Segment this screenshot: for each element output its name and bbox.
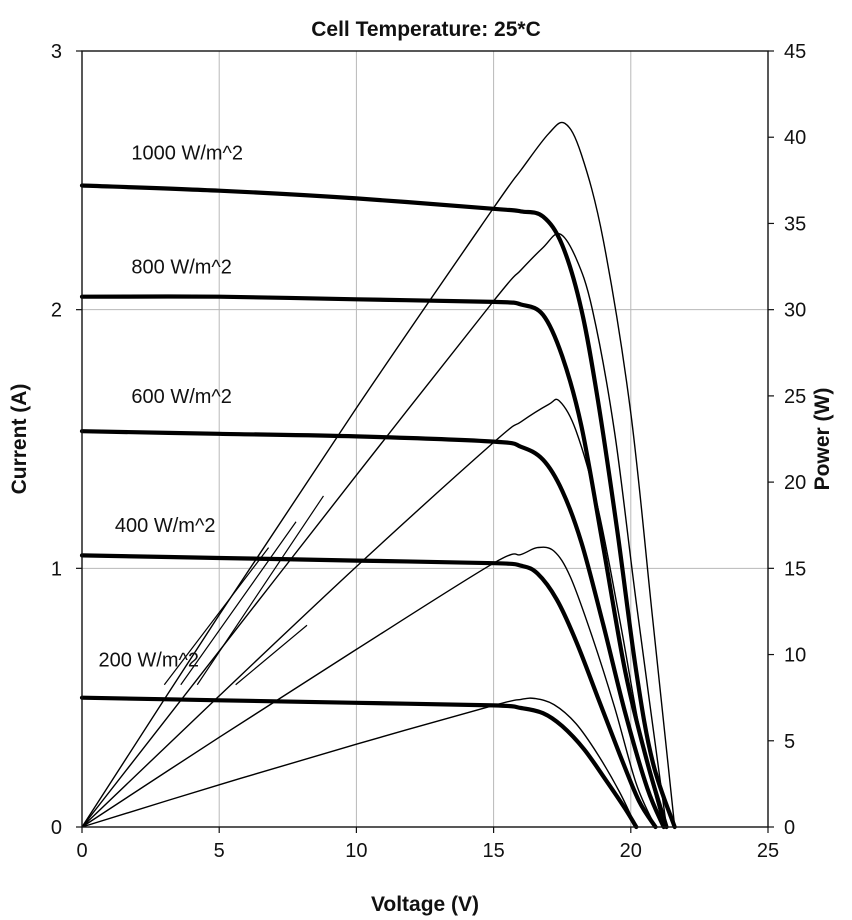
irradiance-label: 800 W/m^2	[131, 256, 232, 278]
power-curve-3	[81, 546, 657, 828]
leader-line	[180, 521, 297, 686]
y2-tick-label: 25	[784, 386, 806, 408]
x-tick-label: 0	[76, 840, 87, 862]
y-tick-label: 3	[51, 41, 62, 63]
x-tick-label: 20	[620, 840, 642, 862]
iv-curve-4	[79, 695, 639, 830]
x-axis-label: Voltage (V)	[371, 893, 479, 916]
y2-tick-label: 0	[784, 817, 795, 839]
y-axis-label: Current (A)	[8, 384, 31, 495]
y-tick-label: 2	[51, 300, 62, 322]
plot-frame	[81, 50, 769, 828]
x-tick-label: 25	[757, 840, 779, 862]
leader-lines	[163, 495, 324, 686]
irradiance-label: 600 W/m^2	[131, 386, 232, 408]
x-tick-label: 5	[214, 840, 225, 862]
annotations: 1000 W/m^2 800 W/m^2 600 W/m^2 400 W/m^2 200…	[98, 143, 243, 672]
y2-axis-label: Power (W)	[811, 388, 834, 491]
y2-axis-ticks: 0 5 10 15 20 25 30 35 40 45	[768, 41, 806, 839]
gridlines	[82, 51, 768, 827]
y2-tick-label: 30	[784, 300, 806, 322]
irradiance-label: 1000 W/m^2	[131, 143, 243, 165]
y2-tick-label: 35	[784, 213, 806, 235]
iv-curve-2	[79, 429, 666, 830]
iv-curve-3	[79, 553, 658, 830]
y2-tick-label: 5	[784, 731, 795, 753]
y2-tick-label: 10	[784, 645, 806, 667]
power-curve-0	[81, 121, 676, 828]
curves	[79, 121, 677, 830]
iv-curve-0	[79, 183, 677, 830]
x-tick-label: 15	[482, 840, 504, 862]
y2-tick-label: 15	[784, 558, 806, 580]
power-curve-1	[81, 232, 668, 828]
leader-line	[235, 624, 308, 686]
iv-curve-1	[79, 294, 669, 830]
y2-tick-label: 40	[784, 127, 806, 149]
x-axis-ticks: 0 5 10 15 20 25	[76, 827, 779, 862]
irradiance-label: 400 W/m^2	[115, 515, 216, 537]
irradiance-label: 200 W/m^2	[98, 650, 199, 672]
leader-line	[196, 495, 324, 686]
y-axis-ticks: 0 1 2 3	[51, 41, 82, 839]
leader-line	[163, 547, 270, 686]
y-tick-label: 1	[51, 558, 62, 580]
y-tick-label: 0	[51, 817, 62, 839]
y2-tick-label: 45	[784, 41, 806, 63]
y2-tick-label: 20	[784, 472, 806, 494]
power-curve-4	[81, 697, 637, 828]
chart-title: Cell Temperature: 25*C	[311, 18, 541, 41]
power-curve-2	[81, 398, 665, 828]
x-tick-label: 10	[345, 840, 367, 862]
